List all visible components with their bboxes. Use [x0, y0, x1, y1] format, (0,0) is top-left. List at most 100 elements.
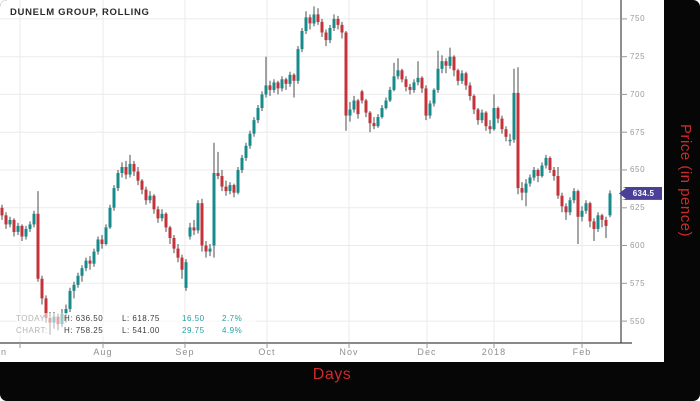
candle-body	[444, 61, 448, 66]
candle-body	[88, 260, 92, 264]
candle-body	[312, 14, 316, 24]
candle-body	[44, 298, 48, 318]
candle-body	[476, 109, 480, 121]
candle-body	[468, 85, 472, 96]
candle-body	[540, 165, 544, 177]
candle-body	[176, 248, 180, 258]
candle-body	[384, 100, 388, 109]
chart-panel: DUNELM GROUP, ROLLING TODAY: H: 636.50 L…	[0, 0, 664, 362]
candle-body	[528, 177, 532, 184]
candle-body	[128, 163, 132, 175]
x-tick-label: Dec	[417, 347, 437, 357]
candle-body	[112, 188, 116, 208]
candle-body	[28, 224, 32, 229]
chart-low: L: 541.00	[122, 326, 160, 335]
candle-body	[520, 188, 524, 193]
candle-body	[360, 91, 364, 101]
candle-body	[416, 77, 420, 83]
candle-body	[412, 82, 416, 90]
candle-body	[168, 227, 172, 238]
candle-body	[448, 56, 452, 66]
candle-body	[480, 112, 484, 121]
candle-body	[68, 290, 72, 309]
candle-body	[20, 225, 24, 237]
candle-body	[40, 278, 44, 299]
chart-range: 29.75	[182, 326, 205, 335]
today-range-pct: 2.7%	[222, 314, 243, 323]
candle-body	[256, 108, 260, 121]
candle-body	[108, 207, 112, 228]
candle-body	[524, 183, 528, 193]
candle-body	[608, 193, 612, 216]
candle-body	[272, 82, 276, 90]
candle-body	[308, 17, 312, 24]
chart-label: CHART:	[16, 326, 48, 335]
candle-body	[512, 92, 516, 140]
candle-body	[344, 32, 348, 116]
candle-body	[64, 309, 68, 314]
candle-body	[460, 73, 464, 81]
candle-body	[392, 76, 396, 90]
candle-body	[80, 268, 84, 276]
candlestick-plot[interactable]	[0, 0, 664, 362]
candle-body	[356, 100, 360, 115]
candle-body	[388, 89, 392, 101]
candle-body	[404, 79, 408, 87]
candle-body	[504, 129, 508, 137]
candle-body	[152, 195, 156, 210]
candle-body	[496, 108, 500, 119]
candle-body	[16, 225, 20, 232]
candle-body	[352, 100, 356, 110]
candle-body	[120, 167, 124, 173]
candle-body	[508, 139, 512, 142]
candle-body	[376, 117, 380, 127]
y-tick-label: 575	[630, 278, 646, 288]
x-tick-label: Feb	[572, 347, 592, 357]
candle-body	[132, 163, 136, 172]
candle-body	[492, 108, 496, 130]
candle-body	[588, 203, 592, 222]
candle-body	[252, 120, 256, 134]
candle-body	[336, 18, 340, 25]
candle-body	[96, 239, 100, 252]
candle-body	[92, 251, 96, 264]
chart-title: DUNELM GROUP, ROLLING	[10, 7, 150, 18]
candle-body	[36, 213, 40, 279]
candle-body	[296, 49, 300, 81]
candle-body	[596, 215, 600, 229]
x-tick-label: Sep	[175, 347, 195, 357]
candle-body	[104, 227, 108, 244]
x-tick-label: Aug	[93, 347, 113, 357]
candle-body	[300, 31, 304, 50]
candle-body	[396, 70, 400, 77]
candle-body	[172, 238, 176, 249]
candle-body	[592, 221, 596, 229]
x-tick-label: Oct	[258, 347, 276, 357]
chart-stats-row: CHART: H: 758.25 L: 541.00 29.75 4.9%	[16, 325, 256, 337]
y-tick-label: 750	[630, 14, 646, 24]
candle-body	[440, 61, 444, 69]
x-tick-label: 2018	[481, 347, 507, 357]
y-tick-label: 600	[630, 241, 646, 251]
chart-high: H: 758.25	[64, 326, 104, 335]
candle-body	[316, 14, 320, 22]
candle-body	[552, 170, 556, 176]
candle-body	[100, 239, 104, 244]
candle-body	[236, 170, 240, 193]
today-low: L: 618.75	[122, 314, 160, 323]
candle-body	[84, 260, 88, 269]
candle-body	[380, 108, 384, 118]
candle-body	[76, 275, 80, 285]
x-tick-label: Nov	[339, 347, 359, 357]
candle-body	[472, 95, 476, 110]
candle-body	[156, 209, 160, 219]
candle-body	[320, 21, 324, 33]
today-label: TODAY:	[16, 314, 48, 323]
y-tick-label: 625	[630, 203, 646, 213]
candle-body	[564, 206, 568, 213]
candle-body	[268, 85, 272, 90]
candle-body	[276, 82, 280, 89]
candle-body	[348, 109, 352, 116]
candle-body	[400, 70, 404, 80]
candle-body	[568, 200, 572, 213]
